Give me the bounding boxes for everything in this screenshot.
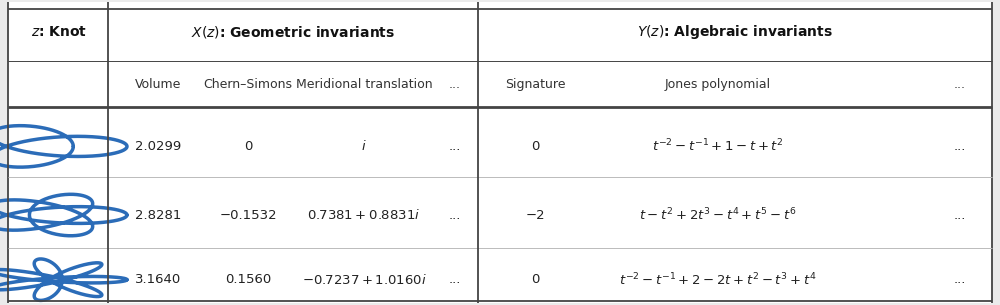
Text: $X(z)$: Geometric invariants: $X(z)$: Geometric invariants (191, 24, 395, 40)
Text: ...: ... (449, 273, 461, 286)
Text: 0: 0 (531, 140, 539, 153)
Text: ...: ... (449, 209, 461, 221)
Text: $t^{-2}-t^{-1}+2-2t+t^{2}-t^{3}+t^{4}$: $t^{-2}-t^{-1}+2-2t+t^{2}-t^{3}+t^{4}$ (619, 271, 817, 288)
Text: $t^{-2}-t^{-1}+1-t+t^{2}$: $t^{-2}-t^{-1}+1-t+t^{2}$ (652, 138, 784, 155)
Text: Meridional translation: Meridional translation (296, 78, 432, 91)
Text: Jones polynomial: Jones polynomial (665, 78, 771, 91)
Text: $Y(z)$: Algebraic invariants: $Y(z)$: Algebraic invariants (637, 23, 833, 41)
Text: $t-t^{2}+2t^{3}-t^{4}+t^{5}-t^{6}$: $t-t^{2}+2t^{3}-t^{4}+t^{5}-t^{6}$ (639, 207, 797, 223)
Text: 3.1640: 3.1640 (135, 273, 181, 286)
Text: −2: −2 (525, 209, 545, 221)
Text: 2.8281: 2.8281 (135, 209, 181, 221)
Text: 0: 0 (244, 140, 252, 153)
Text: Volume: Volume (135, 78, 181, 91)
Text: ...: ... (449, 78, 461, 91)
Text: ...: ... (954, 78, 966, 91)
Text: 2.0299: 2.0299 (135, 140, 181, 153)
Text: 0: 0 (531, 273, 539, 286)
Text: ...: ... (954, 273, 966, 286)
Text: $z$: Knot: $z$: Knot (31, 25, 87, 39)
Text: ...: ... (449, 140, 461, 153)
Text: Signature: Signature (505, 78, 565, 91)
Text: 0.1560: 0.1560 (225, 273, 271, 286)
Text: $-0.7237+1.0160i$: $-0.7237+1.0160i$ (302, 273, 426, 287)
Text: ...: ... (954, 209, 966, 221)
Text: $0.7381+0.8831i$: $0.7381+0.8831i$ (307, 208, 421, 222)
Text: $i$: $i$ (361, 139, 367, 153)
Text: Chern–Simons: Chern–Simons (204, 78, 292, 91)
Text: −0.1532: −0.1532 (219, 209, 277, 221)
FancyBboxPatch shape (8, 2, 992, 303)
Text: ...: ... (954, 140, 966, 153)
